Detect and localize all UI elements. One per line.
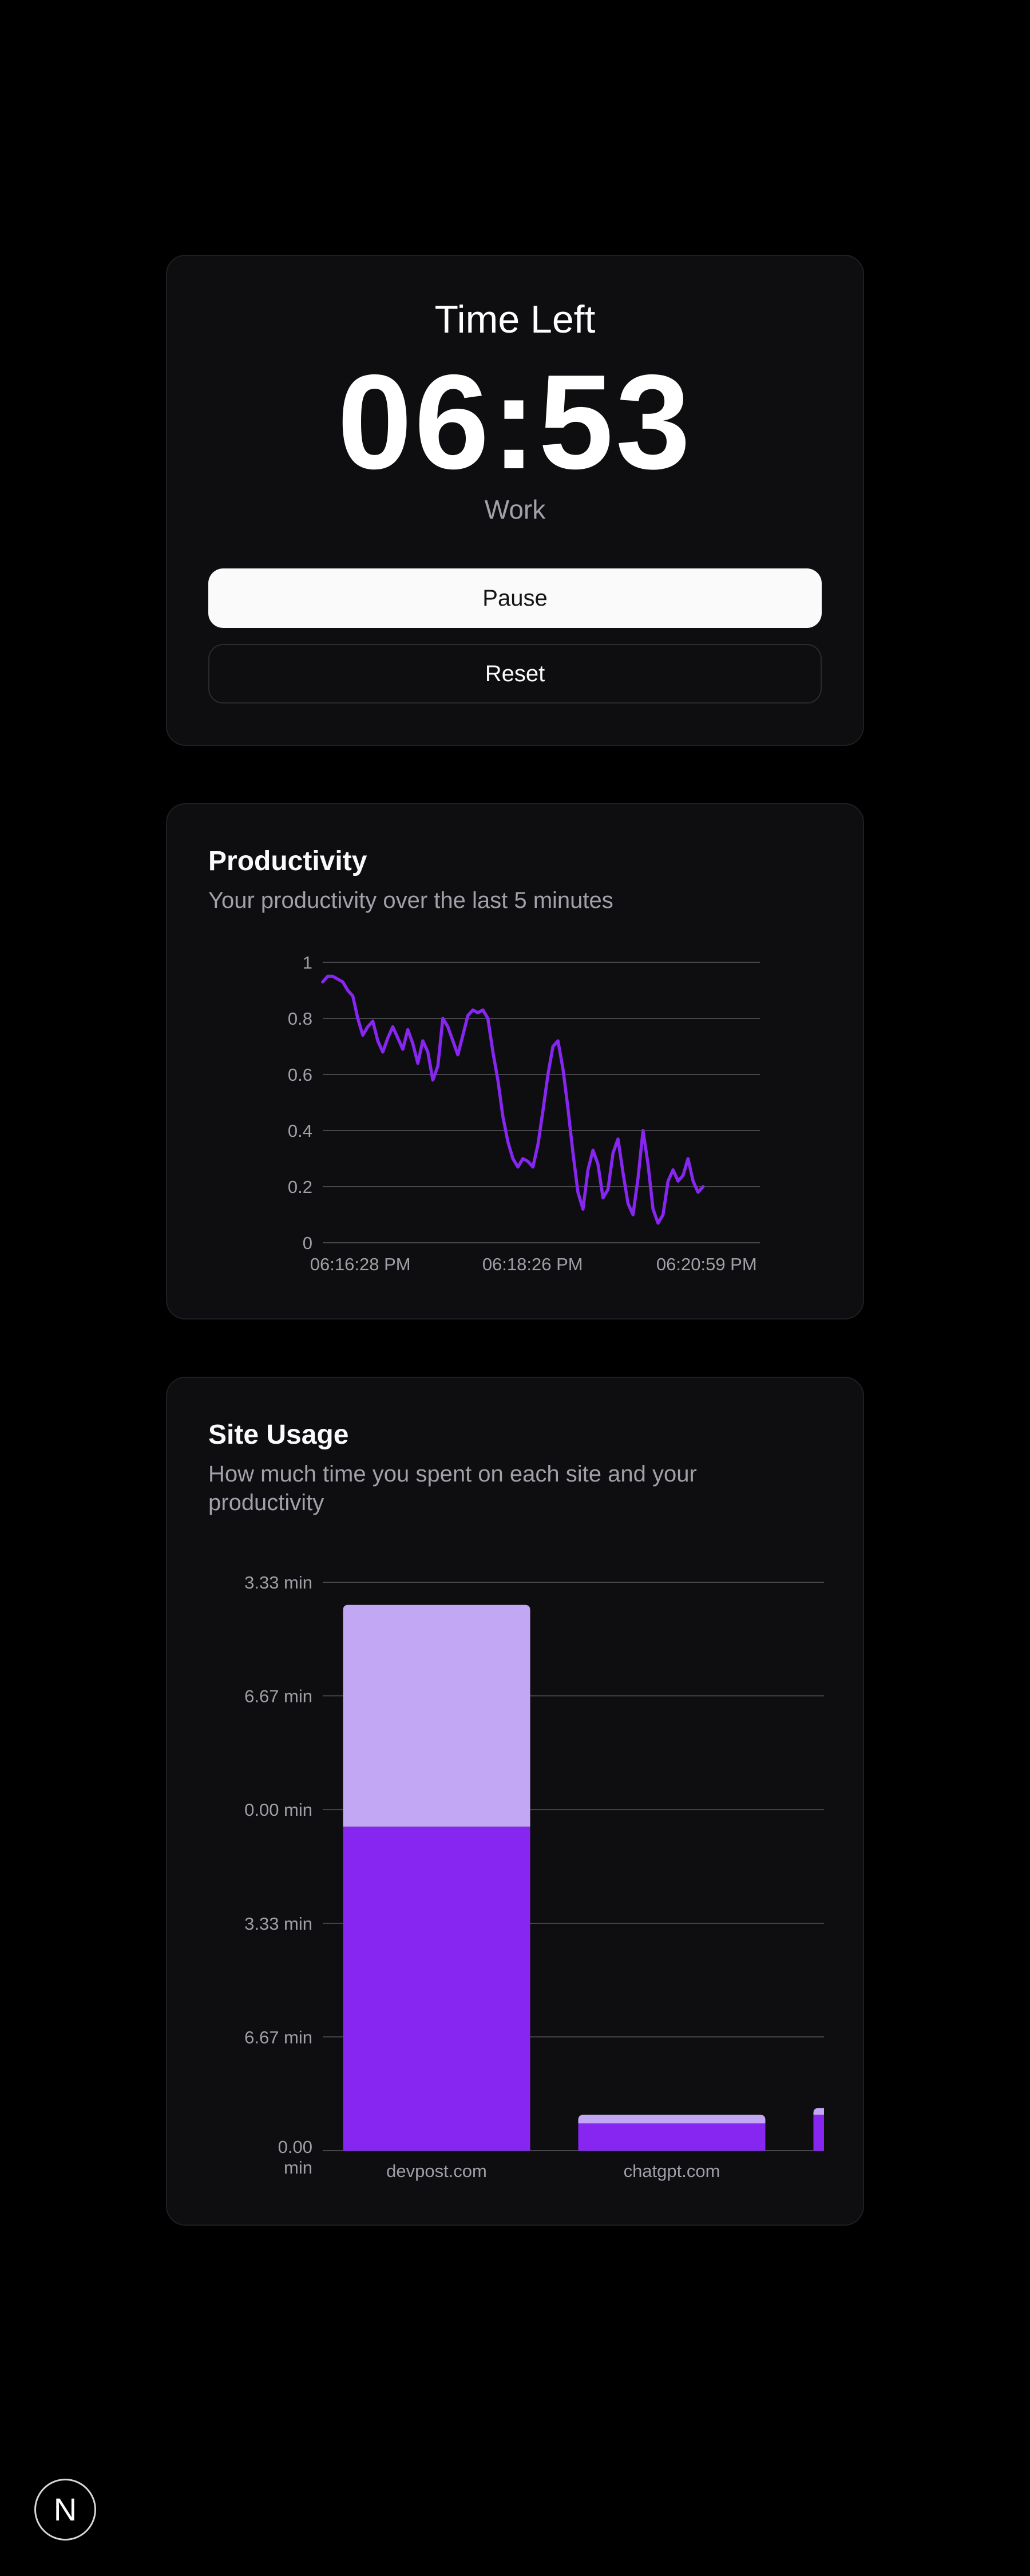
nextjs-logo-button[interactable]: N [34, 2479, 96, 2541]
svg-text:0.8: 0.8 [288, 1009, 312, 1029]
timer-card-title: Time Left [434, 298, 596, 341]
site-usage-card-subtitle: How much time you spent on each site and… [208, 1461, 697, 1516]
productivity-card-subtitle: Your productivity over the last 5 minute… [208, 888, 613, 914]
site-usage-card-title: Site Usage [208, 1420, 349, 1451]
timer-card: Time Left 06:53 Work Pause Reset [166, 255, 864, 746]
svg-text:3.33 min: 3.33 min [244, 1573, 312, 1593]
productivity-chart-svg: 0 0.2 0.4 0.6 0.8 1 06:16:28 PM 06:18:26 PM 06:2… [288, 953, 760, 1274]
productivity-card: Productivity Your productivity over the … [166, 803, 864, 1320]
svg-text:1: 1 [303, 953, 312, 973]
svg-text:chatgpt.com: chatgpt.com [624, 2161, 720, 2181]
nextjs-n-icon: N [53, 2491, 77, 2527]
reset-button[interactable]: Reset [208, 644, 822, 704]
main-content: Time Left 06:53 Work Pause Reset Product… [166, 255, 864, 2226]
svg-text:devpost.com: devpost.com [386, 2161, 487, 2181]
svg-text:0: 0 [303, 1233, 312, 1253]
svg-text:06:20:59 PM: 06:20:59 PM [656, 1254, 757, 1274]
timer-display: 06:53 [337, 346, 693, 497]
site-usage-chart-svg: 0.00 min 6.67 min 3.33 min 0.00 min 6.67 min 3… [244, 1573, 824, 2181]
svg-text:06:16:28 PM: 06:16:28 PM [310, 1254, 411, 1274]
svg-text:0.2: 0.2 [288, 1177, 312, 1197]
pause-button[interactable]: Pause [208, 568, 822, 629]
svg-text:0.4: 0.4 [288, 1121, 312, 1141]
svg-text:6.67 min: 6.67 min [244, 1686, 312, 1706]
svg-text:3.33 min: 3.33 min [244, 1914, 312, 1934]
svg-text:6.67 min: 6.67 min [244, 2028, 312, 2048]
timer-mode-label: Work [484, 495, 546, 525]
productivity-card-title: Productivity [208, 846, 367, 877]
svg-text:06:18:26 PM: 06:18:26 PM [482, 1254, 583, 1274]
site-usage-card: Site Usage How much time you spent on ea… [166, 1377, 864, 2226]
svg-text:0.00 min: 0.00 min [244, 1800, 312, 1820]
svg-text:0.6: 0.6 [288, 1065, 312, 1085]
